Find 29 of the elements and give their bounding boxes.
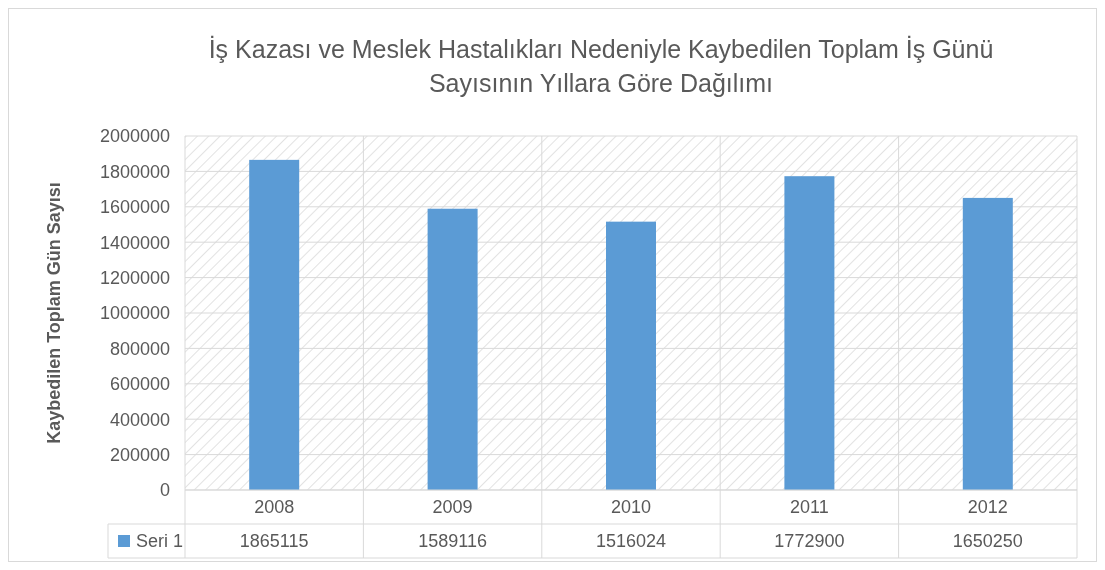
y-tick-label: 2000000	[99, 126, 170, 147]
data-label: 1589116	[418, 531, 487, 552]
y-tick-label: 1000000	[99, 303, 170, 324]
data-label: 1772900	[774, 531, 845, 552]
chart-title: İş Kazası ve Meslek Hastalıkları Nedeniyle Kaybedilen Toplam İş Günü Sayısının Yıllara Göre Dağılımı	[208, 35, 994, 97]
data-label: 1865115	[239, 531, 309, 552]
y-tick-label: 1400000	[99, 232, 170, 253]
bar	[962, 197, 1013, 490]
x-tick-label: 2009	[432, 497, 473, 518]
bar	[784, 176, 835, 490]
y-tick-label: 600000	[109, 374, 170, 395]
bar	[606, 221, 656, 490]
y-tick-label: 200000	[109, 444, 170, 465]
data-label: 1650250	[952, 531, 1023, 552]
x-tick-label: 2010	[610, 497, 652, 518]
y-tick-label: 1600000	[99, 197, 170, 218]
y-tick-label: 400000	[109, 409, 170, 430]
x-tick-label: 2012	[967, 497, 1008, 518]
y-axis-title: Kaybedilen Toplam Gün Sayısı	[44, 182, 64, 444]
y-tick-label: 0	[159, 480, 170, 501]
data-label: 1516024	[595, 531, 667, 552]
y-tick-label: 1200000	[99, 267, 170, 288]
bar	[427, 208, 478, 490]
legend-label: Seri 1	[136, 531, 184, 552]
x-tick-label: 2008	[254, 497, 295, 518]
x-tick-label: 2011	[790, 497, 829, 518]
bar	[249, 159, 300, 490]
y-tick-label: 1800000	[99, 161, 170, 182]
y-tick-label: 800000	[109, 338, 170, 359]
